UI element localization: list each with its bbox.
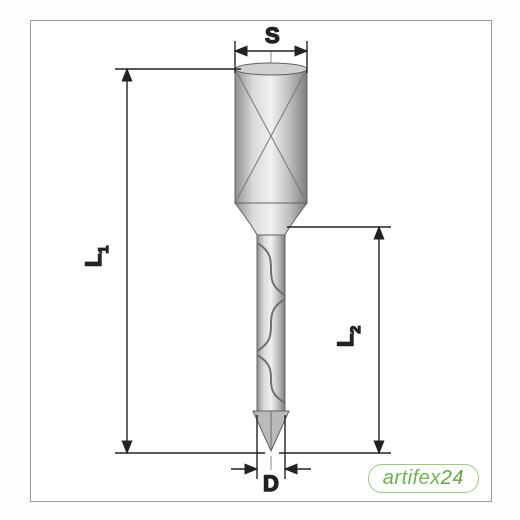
label-L2-sub: 2 [347,326,363,334]
logo-suffix: 24 [441,467,464,489]
label-L2: L [333,334,358,347]
svg-text:L1: L1 [81,246,111,267]
logo-text: artifex [383,467,441,489]
label-L1-sub: 1 [95,246,111,254]
label-S: S [265,23,280,48]
svg-text:L2: L2 [333,326,363,347]
drill-diagram: S L1 L2 D [31,21,491,501]
flute [253,235,289,451]
label-L1: L [81,254,106,267]
label-D: D [263,471,279,496]
brand-logo: artifex24 [368,464,479,493]
neck [235,203,307,235]
dim-L2: L2 [279,227,391,453]
diagram-frame: S L1 L2 D artife [30,20,492,502]
shank [235,63,307,203]
